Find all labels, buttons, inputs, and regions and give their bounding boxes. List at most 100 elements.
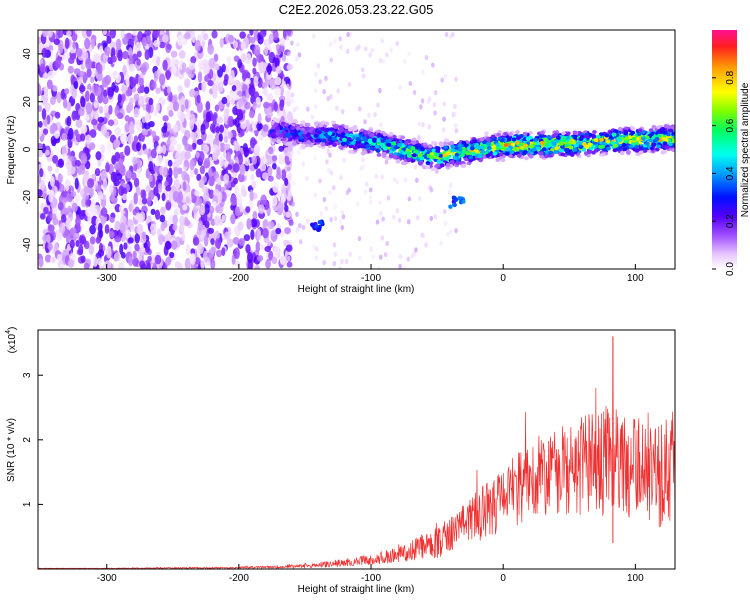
spectrogram-cell [278, 153, 284, 161]
spectrogram-cell [284, 204, 289, 213]
spectrogram-cell [85, 207, 92, 217]
spectrogram-cell [181, 170, 188, 181]
spectrogram-cell [274, 86, 282, 96]
spectrogram-cell [196, 94, 201, 104]
spectrogram-cell [90, 76, 95, 83]
spectrogram-cell [168, 91, 173, 103]
spectrogram-cell [127, 133, 134, 145]
spectrogram-cell [344, 125, 349, 130]
spectrogram-cell [444, 138, 450, 143]
spectrogram-cell [69, 239, 75, 249]
spectrogram-cell [376, 133, 382, 138]
spectrogram-cell [75, 118, 83, 128]
spectrogram-cell [439, 163, 445, 168]
spectrogram-cell [106, 140, 113, 153]
spectrogram-cell [105, 162, 110, 173]
spectrogram-cell [191, 34, 196, 43]
spectrogram-cell [287, 166, 291, 172]
spectrogram-cell [414, 247, 418, 253]
spectrogram-cell [651, 124, 657, 129]
spectrogram-cell [338, 266, 342, 269]
spectrogram-y-tick-label: -40 [22, 237, 33, 252]
spectrogram-cell [293, 132, 299, 137]
spectrogram-cell [215, 148, 221, 156]
spectrogram-cell [169, 251, 175, 259]
spectrogram-cell [141, 128, 149, 136]
spectrogram-cell [168, 167, 173, 178]
spectrogram-cell [505, 147, 511, 152]
snr-y-tick-label: 3 [22, 372, 33, 378]
spectrogram-cell [251, 180, 257, 189]
spectrogram-cell [225, 151, 232, 162]
spectrogram-cell [637, 128, 643, 133]
colorbar-tick-label: 0.2 [725, 214, 736, 228]
spectrogram-cell [266, 239, 272, 246]
spectrogram-cell [649, 131, 655, 136]
spectrogram-cell [79, 95, 85, 107]
spectrogram-cell [403, 141, 409, 146]
spectrogram-cell [136, 120, 143, 132]
spectrogram-cell [340, 109, 345, 115]
spectrogram-cell [216, 116, 224, 124]
snr-x-axis: -300 -200 -100 0 100 [97, 564, 644, 584]
spectrogram-cell [184, 143, 192, 152]
spectrogram-cell [450, 148, 456, 153]
spectrogram-cell [340, 258, 344, 264]
spectrogram-cell [300, 120, 306, 125]
spectrogram-cell [410, 146, 416, 151]
spectrogram-cell [73, 80, 79, 90]
spectrogram-cell [233, 247, 240, 260]
spectrogram-cell [227, 34, 235, 43]
spectrogram-cell [191, 142, 197, 150]
spectrogram-cell [496, 132, 502, 137]
spectrogram-cell [113, 252, 121, 262]
spectrogram-cell [363, 119, 367, 125]
spectrogram-cell [223, 135, 229, 144]
figure-title: C2E2.2026.053.23.22.G05 [279, 2, 434, 17]
spectrogram-cell [598, 132, 604, 137]
spectrogram-cell [257, 113, 262, 124]
spectrogram-cell [180, 104, 185, 113]
spectrogram-cell [174, 178, 181, 190]
spectrogram-cell [445, 151, 451, 156]
spectrogram-cell [514, 140, 520, 145]
spectrogram-cell [226, 56, 232, 63]
spectrogram-cell [228, 75, 234, 84]
spectrogram-cell [38, 257, 44, 268]
spectrogram-cell [313, 103, 318, 109]
spectrogram-cell [201, 40, 206, 48]
spectrogram-cell [250, 174, 255, 181]
spectrogram-cell [522, 131, 528, 136]
spectrogram-cell [434, 152, 440, 157]
spectrogram-cell [567, 140, 573, 145]
spectrogram-cell [560, 152, 566, 157]
spectrogram-cell [127, 101, 134, 112]
spectrogram-cell [553, 149, 559, 154]
spectrogram-cell [133, 93, 140, 101]
spectrogram-cell [376, 102, 380, 108]
spectrogram-cell [558, 141, 564, 146]
spectrogram-cell [486, 145, 492, 150]
spectrogram-cell [106, 246, 112, 259]
spectrogram-cell [425, 165, 430, 170]
spectrogram-cell [306, 218, 310, 224]
spectrogram-cell [70, 74, 76, 85]
spectrogram-cell [57, 30, 64, 38]
spectrogram-cell [267, 221, 275, 230]
spectrogram-feature-cell [448, 204, 453, 209]
spectrogram-cell [205, 100, 211, 112]
spectrogram-cell [66, 115, 72, 127]
spectrogram-cell [450, 31, 455, 38]
spectrogram-cell [54, 57, 62, 69]
spectrogram-cell [210, 259, 216, 269]
spectrogram-cell [280, 193, 286, 205]
spectrogram-cell [161, 192, 166, 202]
spectrogram-cell [122, 64, 127, 76]
spectrogram-cell [252, 210, 258, 221]
spectrogram-cell [78, 209, 85, 221]
spectrogram-cell [287, 96, 291, 102]
spectrogram-cell [207, 227, 215, 234]
spectrogram-cell [72, 41, 77, 49]
spectrogram-cell [373, 111, 377, 118]
